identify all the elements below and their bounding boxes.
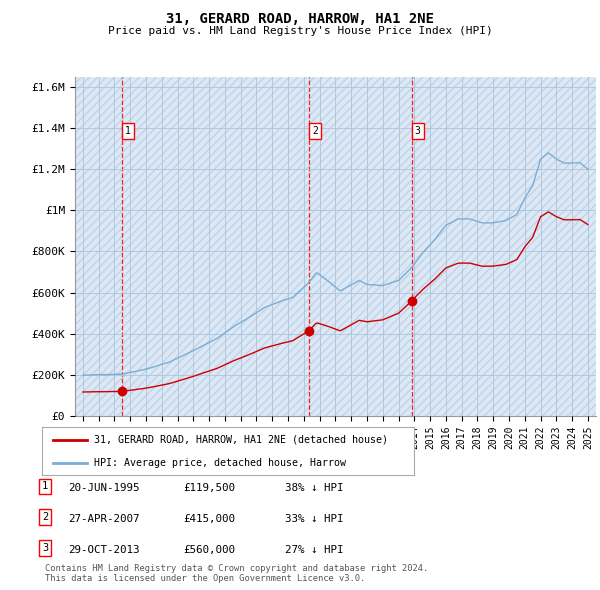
Text: Price paid vs. HM Land Registry's House Price Index (HPI): Price paid vs. HM Land Registry's House … (107, 26, 493, 36)
Text: 20-JUN-1995: 20-JUN-1995 (68, 483, 139, 493)
Text: 1: 1 (42, 481, 48, 491)
Text: 38% ↓ HPI: 38% ↓ HPI (285, 483, 343, 493)
Text: 33% ↓ HPI: 33% ↓ HPI (285, 514, 343, 524)
Text: £415,000: £415,000 (183, 514, 235, 524)
Text: 2: 2 (42, 512, 48, 522)
Text: 2: 2 (312, 126, 318, 136)
Text: 31, GERARD ROAD, HARROW, HA1 2NE: 31, GERARD ROAD, HARROW, HA1 2NE (166, 12, 434, 26)
Text: 3: 3 (42, 543, 48, 553)
Text: 27-APR-2007: 27-APR-2007 (68, 514, 139, 524)
Text: Contains HM Land Registry data © Crown copyright and database right 2024.
This d: Contains HM Land Registry data © Crown c… (45, 563, 428, 583)
Text: 29-OCT-2013: 29-OCT-2013 (68, 545, 139, 555)
Text: 1: 1 (125, 126, 131, 136)
Text: £119,500: £119,500 (183, 483, 235, 493)
Text: £560,000: £560,000 (183, 545, 235, 555)
Text: 31, GERARD ROAD, HARROW, HA1 2NE (detached house): 31, GERARD ROAD, HARROW, HA1 2NE (detach… (94, 435, 388, 445)
Text: 27% ↓ HPI: 27% ↓ HPI (285, 545, 343, 555)
Text: 3: 3 (415, 126, 421, 136)
Text: HPI: Average price, detached house, Harrow: HPI: Average price, detached house, Harr… (94, 458, 346, 468)
